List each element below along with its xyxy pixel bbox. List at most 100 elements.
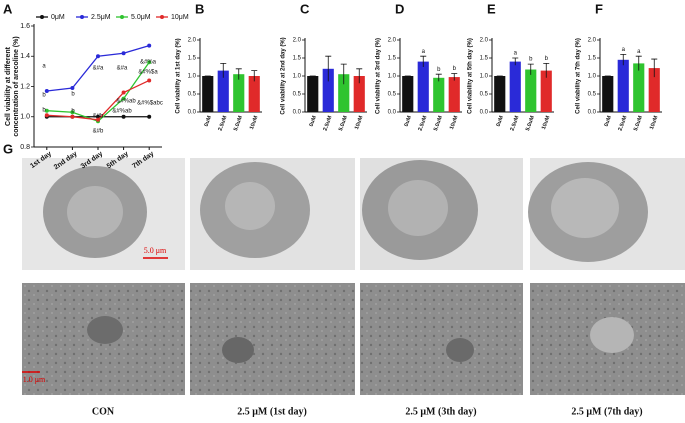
bar: [217, 70, 229, 112]
micrograph-row: 5.0 μm: [22, 158, 685, 270]
bar: [602, 76, 614, 112]
caption: CON: [92, 406, 115, 417]
mitochondrion: [87, 316, 123, 344]
significance-label: b: [529, 57, 533, 63]
y-tick-label: 1.5: [293, 56, 302, 62]
bar: [417, 61, 429, 112]
y-tick-label: 1.0: [588, 74, 597, 80]
x-tick-label: 5.0uM: [338, 115, 349, 132]
y-tick-label: 0.5: [188, 92, 197, 98]
point: [96, 117, 100, 122]
error-bar: [512, 57, 519, 66]
micrograph: [360, 283, 523, 395]
bar: [617, 59, 629, 112]
x-tick-label: 0uM: [309, 115, 319, 128]
legend-label: 5.0μM: [131, 14, 151, 21]
y-tick-label: 2.0: [188, 38, 197, 44]
point: [44, 89, 49, 94]
x-tick-label: 2.5uM: [510, 115, 521, 132]
bar: [338, 74, 350, 112]
annotation: b: [71, 109, 75, 115]
y-tick-label: 1.2: [20, 83, 30, 90]
y-tick-label: 0.0: [293, 110, 302, 116]
x-tick-label: 5.0uM: [525, 115, 536, 132]
mitochondrion: [446, 338, 474, 362]
point: [121, 51, 126, 56]
error-bar: [420, 55, 427, 67]
mitochondrion: [590, 317, 634, 353]
panel-letter: F: [595, 1, 603, 16]
y-tick-label: 2.0: [388, 38, 397, 44]
bar: [648, 68, 660, 112]
point: [96, 114, 100, 119]
x-tick-label: 5.0uM: [433, 115, 444, 132]
bar: [633, 63, 645, 112]
micrograph-row: 1.0 μm: [22, 283, 685, 395]
y-tick-label: 1.0: [480, 74, 489, 80]
error-bar: [325, 55, 332, 82]
y-tick-label: 1.5: [588, 56, 597, 62]
x-tick-label: 5.0uM: [633, 115, 644, 132]
bar: [494, 76, 506, 112]
y-tick-label: 1.6: [20, 23, 30, 30]
legend-label: 0μM: [51, 14, 65, 21]
nucleus: [225, 182, 275, 230]
nucleus: [388, 180, 448, 236]
x-tick-label: 10uM: [249, 115, 260, 131]
annotation: b: [42, 93, 46, 99]
legend-marker: [120, 15, 124, 19]
y-tick-label: 0.0: [588, 110, 597, 116]
point: [70, 86, 75, 91]
point: [70, 110, 75, 115]
y-tick-label: 1.5: [480, 56, 489, 62]
point: [147, 78, 152, 83]
scale-label: 5.0 μm: [144, 246, 167, 255]
bar: [402, 76, 414, 112]
y-tick-label: 1.0: [188, 74, 197, 80]
y-tick-label: 1.4: [20, 53, 30, 60]
significance-label: b: [453, 66, 457, 72]
point: [121, 90, 126, 95]
bar: [233, 74, 245, 112]
bar: [448, 77, 460, 112]
caption: 2.5 μM (7th day): [571, 406, 642, 417]
caption: 2.5 μM (1st day): [237, 406, 307, 417]
y-tick-label: 1.5: [388, 56, 397, 62]
annotation: &#a: [117, 66, 128, 72]
y-tick-label: 0.5: [588, 92, 597, 98]
panel-letter: D: [395, 1, 404, 16]
x-tick-label: 0uM: [404, 115, 414, 128]
nucleus: [551, 178, 619, 238]
panel-letter: B: [195, 1, 204, 16]
y-tick-label: 1.0: [293, 74, 302, 80]
y-tick-label: 0.0: [188, 110, 197, 116]
x-tick-label: 10uM: [449, 115, 460, 131]
annotation: &#%a: [140, 60, 157, 66]
annotation: &#b: [93, 129, 104, 135]
bar: [248, 76, 260, 112]
y-tick-label: 0.5: [480, 92, 489, 98]
y-axis-label: Cell viability at 1st day (%): [176, 38, 182, 113]
x-tick-label: 0uM: [496, 115, 506, 128]
point: [96, 54, 100, 59]
error-bar: [635, 55, 642, 71]
panel-letter: A: [3, 1, 13, 16]
error-bar: [435, 73, 442, 82]
point: [70, 114, 75, 119]
point: [121, 96, 126, 101]
legend-marker: [40, 15, 44, 19]
significance-label: b: [437, 67, 441, 73]
significance-label: a: [514, 51, 518, 57]
bar: [322, 68, 334, 112]
point: [147, 60, 152, 65]
annotation: &#b: [93, 114, 104, 120]
bar: [433, 77, 445, 112]
error-bar: [340, 63, 347, 85]
error-bar: [251, 70, 258, 82]
legend-label: 10μM: [171, 14, 189, 21]
x-tick-label: 0uM: [604, 115, 614, 128]
bar: [353, 76, 365, 112]
error-bar: [527, 63, 534, 75]
bar: [540, 70, 552, 112]
y-axis-label: Cell viability at 3rd day (%): [376, 38, 382, 114]
